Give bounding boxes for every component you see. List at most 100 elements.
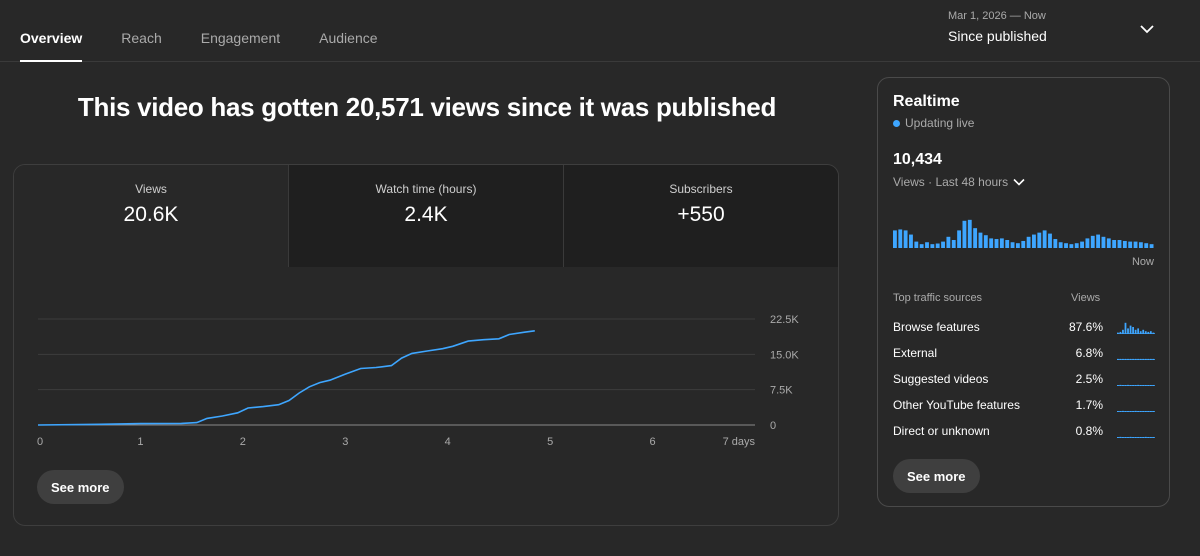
traffic-sparkline [1117, 436, 1155, 438]
realtime-bar [983, 235, 988, 248]
realtime-bar [973, 228, 978, 248]
realtime-period-label: Views · Last 48 hours [893, 175, 1009, 189]
tab-overview[interactable]: Overview [20, 0, 83, 62]
realtime-bar [1133, 241, 1138, 248]
traffic-source-name: Suggested videos [893, 372, 989, 386]
date-range-label: Since published [948, 28, 1047, 44]
x-tick-label: 4 [445, 436, 451, 448]
realtime-bar [1015, 243, 1020, 248]
realtime-bar [957, 230, 962, 248]
y-tick-label: 0 [770, 420, 776, 432]
realtime-bar [1021, 240, 1026, 248]
sparkline-bar [1137, 328, 1140, 334]
views-chart-area: 0 7.5K 15.0K 22.5K 0 1 2 3 4 5 6 7 days [14, 267, 838, 457]
sparkline-bar [1142, 329, 1145, 334]
sparkline-bar [1124, 322, 1127, 334]
metric-value: +550 [677, 203, 725, 226]
realtime-bar [1064, 243, 1068, 248]
realtime-bar [909, 234, 913, 248]
realtime-bar [967, 219, 972, 248]
traffic-source-row[interactable]: Suggested videos 2.5% [893, 370, 1155, 388]
sparkline-bar [1119, 331, 1122, 334]
chevron-down-icon [1013, 178, 1025, 186]
realtime-card: Realtime Updating live 10,434 Views · La… [877, 77, 1170, 507]
traffic-source-name: External [893, 346, 938, 360]
traffic-sparkline [1117, 322, 1155, 334]
realtime-count: 10,434 [893, 151, 942, 168]
page-headline: This video has gotten 20,571 views since… [77, 92, 777, 122]
metric-views[interactable]: Views 20.6K [14, 165, 288, 267]
realtime-bar [1010, 242, 1015, 248]
views-line-chart[interactable]: 0 7.5K 15.0K 22.5K 0 1 2 3 4 5 6 7 days [14, 267, 838, 457]
traffic-source-row[interactable]: Direct or unknown 0.8% [893, 422, 1155, 440]
realtime-bar [989, 238, 994, 248]
x-tick-label: 5 [547, 436, 553, 448]
tab-reach[interactable]: Reach [121, 30, 162, 46]
realtime-bar [1149, 244, 1154, 248]
date-range-selector[interactable]: Mar 1, 2026 — Now Since published [948, 10, 1047, 44]
sparkline-bar [1147, 331, 1150, 334]
traffic-sources-header: Top traffic sources Views [893, 292, 1155, 304]
realtime-bar [919, 244, 924, 248]
x-tick-label: 6 [650, 436, 656, 448]
traffic-source-percent: 1.7% [1075, 398, 1103, 412]
realtime-bar [1122, 240, 1127, 248]
realtime-bar [941, 241, 945, 248]
metric-tabs: Views 20.6K Watch time (hours) 2.4K Subs… [14, 165, 838, 267]
sparkline-bar [1144, 331, 1147, 334]
sparkline-bar [1127, 328, 1129, 334]
metric-label: Subscribers [669, 182, 733, 196]
tab-engagement[interactable]: Engagement [200, 30, 281, 46]
metric-label: Watch time (hours) [375, 182, 477, 196]
traffic-source-row[interactable]: Browse features 87.6% [893, 318, 1155, 336]
realtime-bar [935, 243, 940, 248]
realtime-bar [999, 238, 1004, 248]
realtime-bar [1106, 238, 1111, 248]
realtime-bar [1138, 242, 1143, 248]
x-tick-label: 7 days [723, 436, 756, 448]
date-range-dates: Mar 1, 2026 — Now [948, 10, 1046, 22]
realtime-now-label: Now [1131, 256, 1154, 268]
realtime-bar [1053, 239, 1058, 248]
chevron-down-icon[interactable] [1138, 20, 1156, 38]
metric-subscribers[interactable]: Subscribers +550 [563, 165, 838, 267]
sparkline-bar [1122, 329, 1124, 334]
sparkline-bar [1134, 329, 1137, 334]
traffic-views-heading: Views [1071, 292, 1101, 304]
traffic-source-name: Browse features [893, 320, 980, 334]
live-status-label: Updating live [905, 116, 975, 130]
traffic-source-percent: 0.8% [1075, 424, 1103, 438]
traffic-source-row[interactable]: External 6.8% [893, 344, 1155, 362]
realtime-bar [1090, 235, 1095, 248]
realtime-see-more-button[interactable]: See more [893, 459, 980, 493]
traffic-sources-heading: Top traffic sources [893, 292, 983, 304]
traffic-source-percent: 6.8% [1075, 346, 1103, 360]
see-more-button[interactable]: See more [37, 470, 124, 504]
metric-label: Views [135, 182, 167, 196]
traffic-source-row[interactable]: Other YouTube features 1.7% [893, 396, 1155, 414]
metric-watch-time[interactable]: Watch time (hours) 2.4K [288, 165, 563, 267]
metric-value: 20.6K [123, 203, 179, 226]
live-status: Updating live [893, 116, 974, 130]
realtime-bar [1096, 234, 1101, 248]
top-navigation: Overview Reach Engagement Audience Mar 1… [0, 0, 1200, 62]
realtime-bar-chart[interactable] [893, 216, 1155, 248]
y-tick-label: 15.0K [770, 349, 799, 361]
tab-audience[interactable]: Audience [319, 30, 378, 46]
realtime-bar [1085, 238, 1090, 248]
sparkline-bar [1139, 331, 1142, 334]
realtime-bar [1117, 240, 1122, 248]
traffic-source-name: Other YouTube features [893, 398, 1020, 412]
realtime-bar [1042, 230, 1047, 248]
analytics-tabs: Overview Reach Engagement Audience [20, 0, 417, 62]
realtime-title: Realtime [893, 93, 960, 110]
y-tick-label: 22.5K [770, 314, 799, 326]
realtime-bar [1005, 240, 1010, 248]
realtime-bar [1080, 241, 1084, 248]
traffic-source-percent: 87.6% [1068, 320, 1103, 334]
realtime-bar [994, 239, 999, 248]
realtime-period-selector[interactable]: Views · Last 48 hours [893, 175, 1026, 189]
realtime-bar [1074, 243, 1079, 248]
live-dot-icon [893, 119, 900, 127]
realtime-bar [1128, 241, 1133, 248]
